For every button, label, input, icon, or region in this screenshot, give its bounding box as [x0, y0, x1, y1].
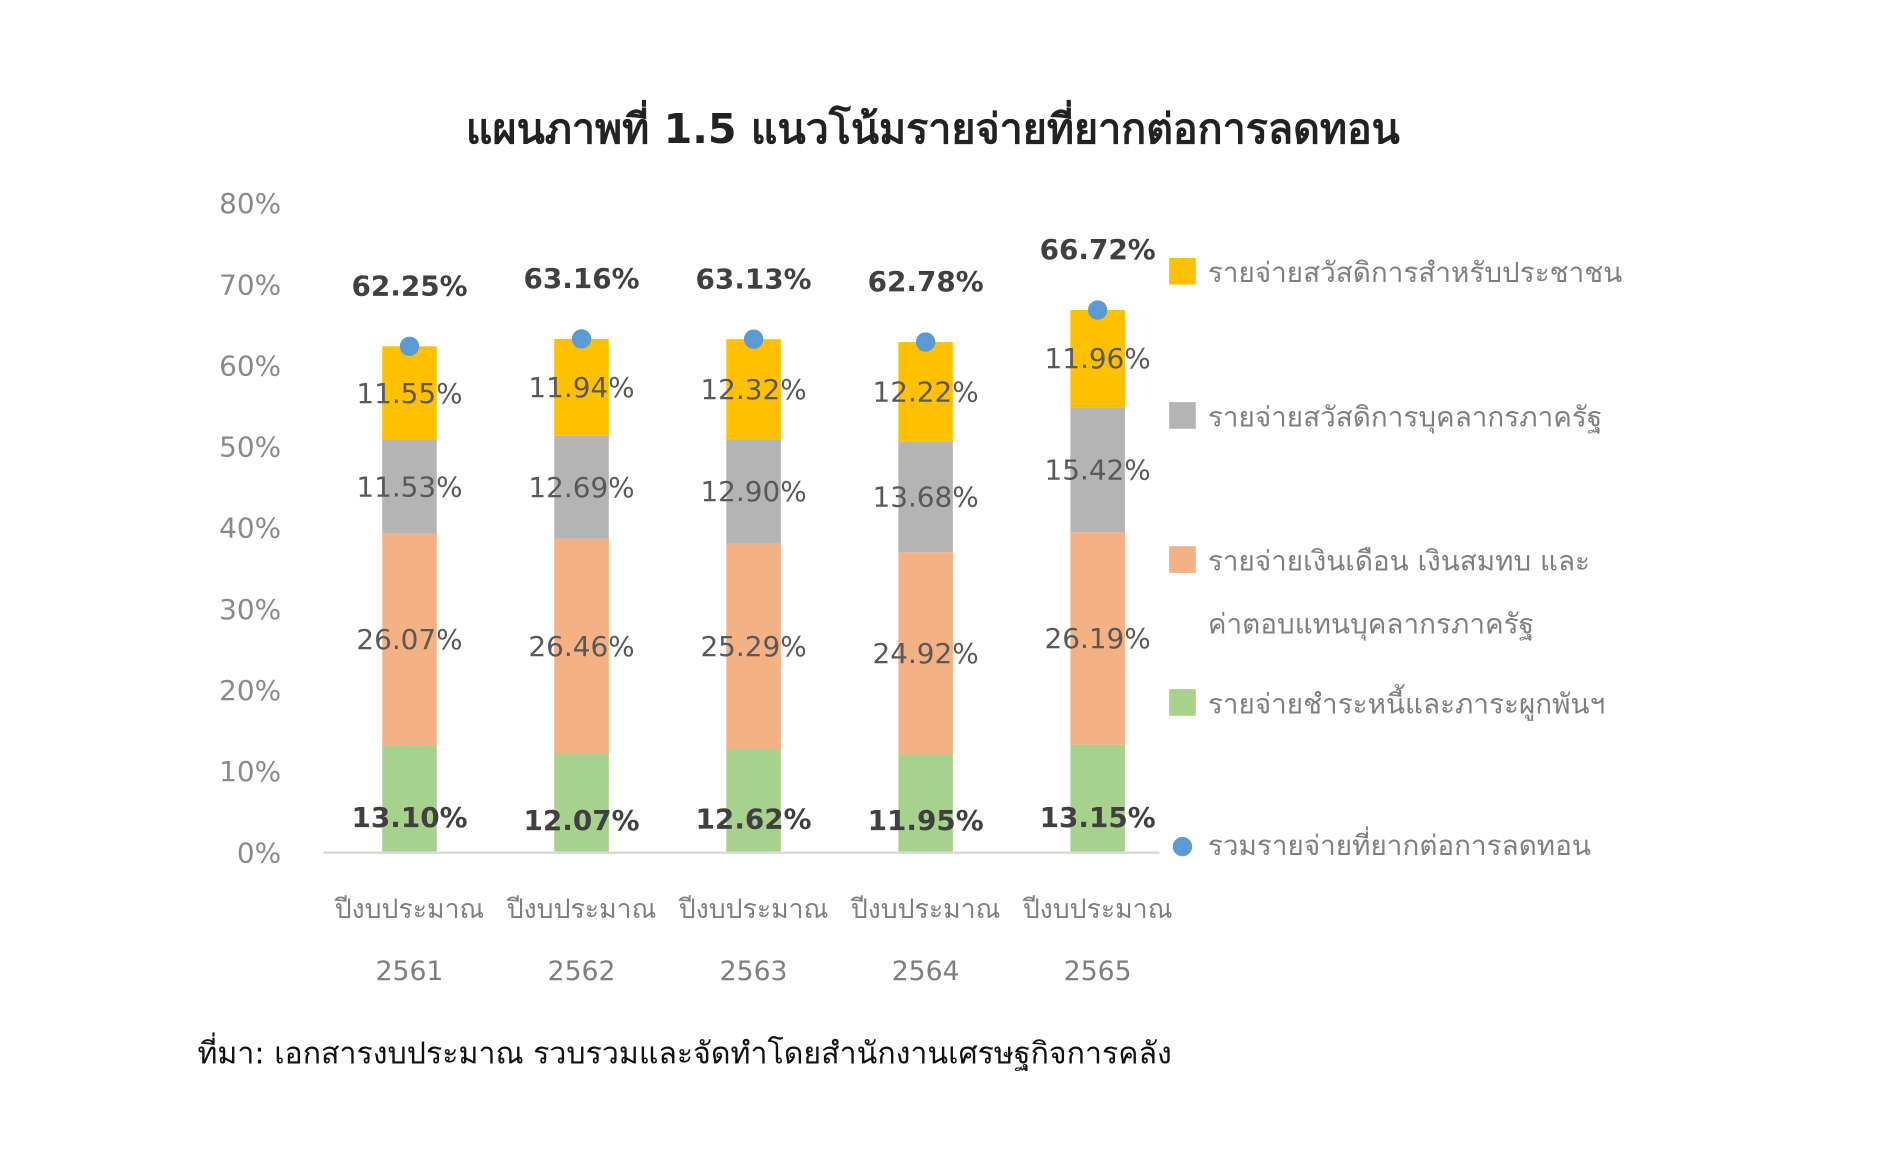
legend-marker — [1172, 836, 1193, 857]
legend-label: ค่าตอบแทนบุคลากรภาครัฐ — [1208, 607, 1534, 641]
y-tick-label: 60% — [219, 349, 281, 382]
bar-segment — [382, 533, 437, 746]
bar-segment — [554, 435, 609, 539]
data-label: 11.96% — [1045, 342, 1151, 375]
bar-segment — [1070, 532, 1125, 745]
data-label: 11.95% — [868, 804, 984, 837]
bar-segment — [554, 338, 609, 436]
source-note: ที่มา: เอกสารงบประมาณ รวบรวมและจัดทำโดยส… — [197, 1031, 1171, 1071]
bar-segment — [1070, 310, 1125, 408]
y-tick-label: 50% — [219, 431, 281, 464]
data-label: 11.55% — [356, 377, 462, 410]
x-tick-label: ปีงบประมาณ — [850, 894, 1000, 925]
data-label: 13.10% — [351, 801, 467, 834]
legend-label: รวมรายจ่ายที่ยากต่อการลดทอน — [1208, 826, 1591, 862]
total-marker — [571, 329, 592, 349]
data-label: 12.90% — [700, 475, 806, 508]
y-axis: 0% 10% 20% 30% 40% 50% 60% 70% 80% — [219, 187, 281, 869]
total-marker — [399, 336, 420, 356]
bar-segment — [1070, 407, 1125, 533]
data-label: 25.29% — [700, 630, 806, 663]
bars: 13.10% 26.07% 11.53% 11.55% 62.25% 12.07% 26.4… — [351, 233, 1156, 852]
bar-segment — [554, 538, 609, 754]
y-tick-label: 80% — [219, 187, 281, 220]
bar-segment — [898, 441, 953, 553]
legend-swatch — [1169, 689, 1196, 716]
total-label: 63.13% — [696, 262, 812, 295]
data-label: 12.62% — [696, 802, 812, 835]
total-marker — [1087, 300, 1108, 320]
data-label: 26.07% — [356, 623, 462, 656]
x-tick-label: 2565 — [1064, 956, 1132, 987]
total-label: 62.78% — [868, 265, 984, 298]
x-tick-label: 2561 — [376, 956, 444, 987]
bar-segment — [898, 552, 953, 755]
total-marker — [915, 332, 936, 352]
data-label: 26.46% — [528, 630, 634, 663]
bar-segment — [382, 440, 437, 534]
x-tick-label: 2563 — [720, 956, 788, 987]
x-axis: ปีงบประมาณ 2561 ปีงบประมาณ 2562 ปีงบประมาณ 25… — [334, 894, 1172, 987]
bar-segment — [382, 745, 437, 852]
data-label: 15.42% — [1045, 453, 1151, 486]
legend: รายจ่ายสวัสดิการสำหรับประชาชนรายจ่ายสวัส… — [1169, 256, 1622, 862]
bar-segment — [898, 342, 953, 442]
x-tick-label: ปีงบประมาณ — [1022, 894, 1172, 925]
data-label: 11.53% — [356, 471, 462, 504]
y-tick-label: 30% — [219, 593, 281, 626]
data-label: 11.94% — [528, 371, 634, 404]
bar-segment — [726, 339, 781, 440]
total-label: 62.25% — [351, 269, 467, 302]
bar-segment — [1070, 744, 1125, 852]
legend-label: รายจ่ายสวัสดิการบุคลากรภาครัฐ — [1208, 400, 1602, 434]
data-label: 13.15% — [1040, 801, 1156, 834]
x-tick-label: 2564 — [892, 956, 960, 987]
legend-label: รายจ่ายเงินเดือน เงินสมทบ และ — [1208, 544, 1590, 577]
legend-label: รายจ่ายชำระหนี้และภาระผูกพันฯ — [1208, 683, 1605, 721]
bar-segment — [554, 753, 609, 852]
data-label: 12.32% — [700, 373, 806, 406]
y-tick-label: 40% — [219, 512, 281, 545]
legend-swatch — [1169, 257, 1196, 285]
bar-segment — [382, 346, 437, 441]
legend-label: รายจ่ายสวัสดิการสำหรับประชาชน — [1208, 256, 1622, 289]
bar-segment — [726, 543, 781, 750]
total-label: 66.72% — [1040, 233, 1156, 266]
bar-segment — [726, 749, 781, 852]
x-tick-label: 2562 — [548, 956, 616, 987]
y-tick-label: 10% — [219, 755, 281, 788]
total-label: 63.16% — [524, 262, 640, 295]
bar-segment — [726, 439, 781, 544]
y-tick-label: 20% — [219, 674, 281, 707]
data-label: 12.07% — [524, 804, 640, 837]
legend-swatch — [1169, 402, 1196, 429]
y-tick-label: 70% — [219, 268, 281, 301]
data-label: 26.19% — [1045, 622, 1151, 655]
data-label: 24.92% — [872, 637, 978, 670]
y-tick-label: 0% — [237, 836, 281, 869]
data-label: 12.22% — [872, 375, 978, 408]
data-label: 13.68% — [872, 480, 978, 513]
data-label: 12.69% — [528, 471, 634, 504]
bar-segment — [898, 754, 953, 852]
x-tick-label: ปีงบประมาณ — [506, 894, 656, 925]
chart-title: แผนภาพที่ 1.5 แนวโน้มรายจ่ายที่ยากต่อการ… — [466, 99, 1400, 153]
total-marker — [743, 329, 764, 349]
x-tick-label: ปีงบประมาณ — [334, 894, 484, 925]
x-tick-label: ปีงบประมาณ — [678, 894, 828, 925]
legend-swatch — [1169, 546, 1196, 573]
